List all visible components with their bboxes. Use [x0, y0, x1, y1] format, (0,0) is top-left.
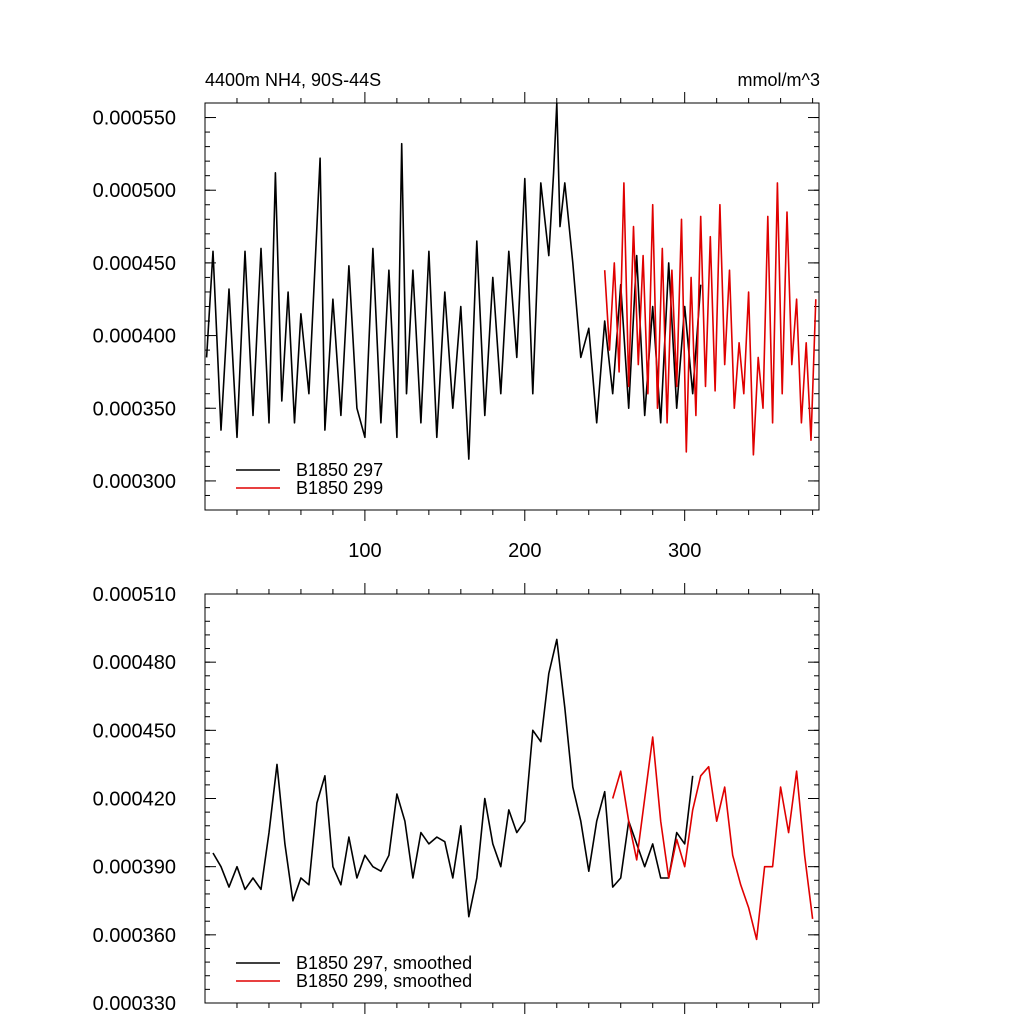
y-tick-label: 0.000550 [93, 108, 176, 130]
top-title: 4400m NH4, 90S-44S [205, 70, 381, 90]
y-tick-label: 0.000450 [93, 253, 176, 275]
top-panel: 4400m NH4, 90S-44S mmol/m^3 0.0003000.00… [93, 70, 820, 562]
x-tick-label: 300 [668, 540, 701, 562]
top-plot-frame [204, 102, 820, 511]
y-tick-label: 0.000390 [93, 857, 176, 879]
series-line-1 [205, 102, 702, 460]
y-tick-label: 0.000400 [93, 326, 176, 348]
series-line-1 [212, 638, 694, 918]
bottom-panel: 0.000330 0.000360 0.000390 0.000420 0.000450… [93, 583, 820, 1015]
y-tick-label: 0.000450 [93, 720, 176, 742]
y-tick-label: 0.000300 [93, 471, 176, 493]
legend-label-1: B1850 297, smoothed [296, 953, 472, 973]
bottom-series-layer [212, 638, 814, 941]
series-line-2 [603, 182, 817, 456]
legend-label-1: B1850 297 [296, 460, 383, 480]
y-tick-label: 0.000360 [93, 925, 176, 947]
x-tick-label: 200 [508, 540, 541, 562]
x-tick-label: 100 [348, 540, 381, 562]
top-series-layer [205, 102, 817, 460]
y-tick-label: 0.000420 [93, 789, 176, 811]
y-tick-label: 0.000500 [93, 180, 176, 202]
y-tick-label: 0.000510 [93, 584, 176, 606]
top-units-label: mmol/m^3 [738, 70, 820, 90]
bottom-ticks: 0.000330 0.000360 0.000390 0.000420 0.000450… [93, 583, 819, 1015]
bottom-plot-frame [204, 593, 820, 1004]
top-ticks: 0.000300 0.000350 0.000400 0.000450 0.000500… [93, 92, 819, 562]
series-line-2 [611, 736, 814, 941]
y-tick-label: 0.000480 [93, 652, 176, 674]
legend-label-2: B1850 299 [296, 478, 383, 498]
y-tick-label: 0.000330 [93, 993, 176, 1015]
legend-label-2: B1850 299, smoothed [296, 971, 472, 991]
y-tick-label: 0.000350 [93, 398, 176, 420]
